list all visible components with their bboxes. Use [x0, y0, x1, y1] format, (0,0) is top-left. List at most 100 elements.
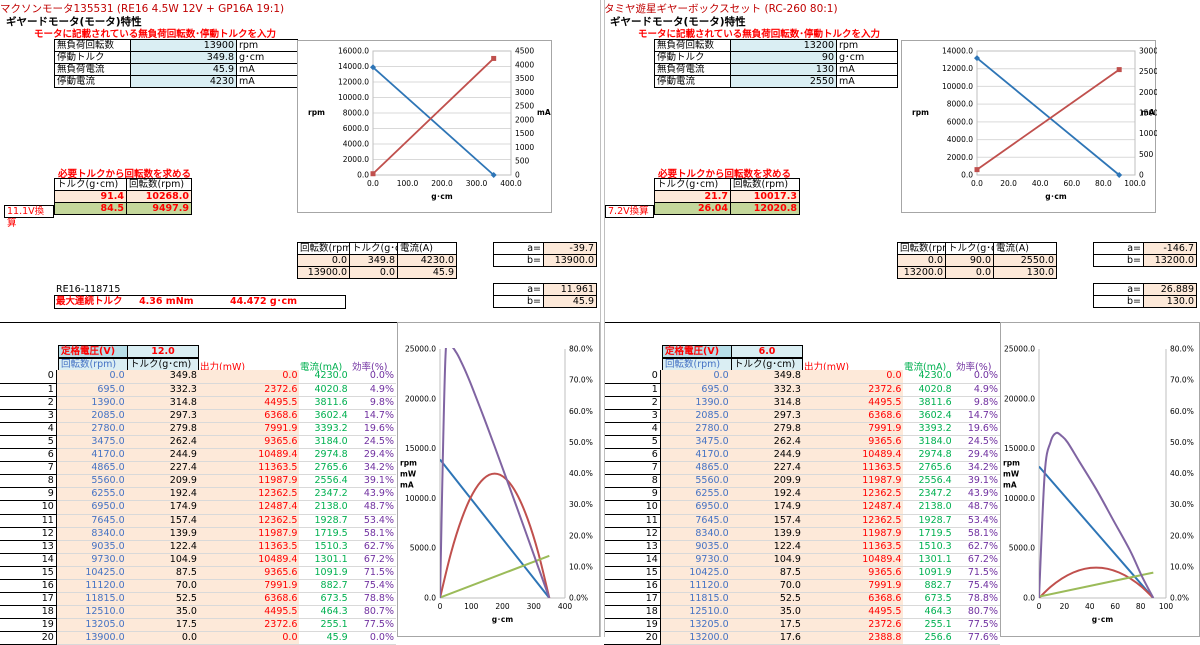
req-torque-cell-2[interactable]: 84.5 [54, 202, 127, 215]
output-cell: 10489.4 [198, 553, 300, 567]
table-row: 10 6950.0 174.9 12487.4 2138.0 48.7% [0, 500, 396, 515]
torque-cell: 279.8 [126, 422, 199, 436]
voltage-conversion-label: 7.2V換算 [605, 205, 654, 218]
coef-value: 13900.0 [543, 254, 597, 267]
req-header-rpm: 回転数(rpm) [730, 178, 800, 191]
row-index: 1 [604, 383, 661, 397]
output-cell: 0.0 [198, 631, 300, 645]
divider [0, 322, 600, 323]
efficiency-cell: 71.5% [953, 566, 1000, 581]
table-row: 7 4865.0 227.4 11363.5 2765.6 34.2% [604, 461, 1000, 476]
req-torque-cell[interactable]: 21.7 [654, 190, 731, 203]
rpm-cell: 13205.0 [56, 618, 127, 633]
calc-cell: 130.0 [993, 266, 1057, 279]
row-index: 3 [0, 409, 57, 423]
y2-tick-label: 30.0% [1170, 500, 1194, 509]
y2-tick-label: 60.0% [569, 407, 593, 416]
rpm-cell: 0.0 [56, 370, 127, 384]
rated-voltage-value[interactable]: 12.0 [127, 345, 199, 358]
torque-cell: 227.4 [126, 461, 199, 476]
x-tick-label: 80 [1136, 602, 1146, 611]
current-cell: 255.1 [299, 618, 350, 633]
row-index: 15 [604, 566, 661, 581]
req-torque-cell-2[interactable]: 26.04 [654, 202, 731, 215]
col-header-output: 出力(mW) [804, 362, 850, 373]
row-index: 16 [0, 579, 57, 594]
output-cell: 2372.6 [802, 618, 904, 633]
efficiency-cell: 24.5% [953, 435, 1000, 450]
coef-table-1: a= -39.7 b= 13900.0 [493, 242, 597, 267]
row-index: 17 [604, 592, 661, 607]
table-row: 2 1390.0 314.8 4495.5 3811.6 9.8% [0, 396, 396, 410]
current-cell: 882.7 [903, 579, 954, 594]
coef-label: a= [1093, 242, 1144, 255]
row-index: 9 [0, 487, 57, 502]
rated-voltage-value[interactable]: 6.0 [731, 345, 803, 358]
x-tick-label: 300 [527, 602, 542, 611]
req-torque-cell[interactable]: 91.4 [54, 190, 127, 203]
row-index: 14 [604, 553, 661, 567]
calc-cell: 0.0 [945, 266, 994, 279]
y-tick-label: 10000.0 [405, 494, 436, 503]
output-cell: 12362.5 [198, 487, 300, 502]
spec-value-cell[interactable]: 2550 [730, 75, 837, 88]
spec-value-cell[interactable]: 13900 [130, 39, 237, 52]
rpm-cell: 0.0 [660, 370, 731, 384]
y-axis-label-ma: mA [1003, 481, 1017, 490]
torque-cell: 244.9 [730, 448, 803, 463]
spec-value-cell[interactable]: 90 [730, 51, 837, 64]
calc-cell: 0.0 [897, 254, 946, 267]
current-cell: 4020.8 [299, 383, 350, 397]
y2-tick-label: 4500 [515, 47, 534, 56]
efficiency-cell: 75.4% [953, 579, 1000, 594]
efficiency-cell: 78.8% [953, 592, 1000, 607]
series-point [490, 172, 497, 178]
torque-cell: 35.0 [730, 605, 803, 620]
y-axis-label-mw: mW [400, 470, 417, 479]
row-index: 14 [0, 553, 57, 567]
spec-value-cell[interactable]: 349.8 [130, 51, 237, 64]
x-tick-label: 100 [464, 602, 479, 611]
table-row: 4 2780.0 279.8 7991.9 3393.2 19.6% [0, 422, 396, 436]
spec-value-cell[interactable]: 130 [730, 63, 837, 76]
torque-cell: 104.9 [126, 553, 199, 567]
torque-cell: 87.5 [126, 566, 199, 581]
y-tick-label: 2000.0 [947, 153, 973, 162]
rpm-cell: 10425.0 [660, 566, 731, 581]
spec-value-cell[interactable]: 13200 [730, 39, 837, 52]
spec-value-cell[interactable]: 4230 [130, 75, 237, 88]
output-cell: 12362.5 [198, 514, 300, 528]
rpm-cell: 9035.0 [56, 540, 127, 554]
table-row: 4 2780.0 279.8 7991.9 3393.2 19.6% [604, 422, 1000, 436]
row-index: 6 [0, 448, 57, 463]
x-tick-label: 40.0 [1032, 179, 1049, 188]
row-index: 11 [0, 514, 57, 528]
output-cell: 2388.8 [802, 631, 904, 645]
spec-value-cell[interactable]: 45.9 [130, 63, 237, 76]
y2-tick-label: 2000 [1139, 88, 1157, 97]
output-cell: 7991.9 [198, 422, 300, 436]
table-row: 14 9730.0 104.9 10489.4 1301.1 67.2% [0, 553, 396, 567]
rpm-cell: 6255.0 [660, 487, 731, 502]
efficiency-cell: 80.7% [953, 605, 1000, 620]
rpm-cell: 7645.0 [56, 514, 127, 528]
efficiency-cell: 29.4% [953, 448, 1000, 463]
table-row: 17 11815.0 52.5 6368.6 673.5 78.8% [0, 592, 396, 607]
rpm-cell: 695.0 [660, 383, 731, 397]
series-point [1116, 67, 1122, 73]
spec-unit: mA [236, 75, 298, 88]
y2-tick-label: 0.0% [1170, 594, 1189, 603]
current-cell: 1091.9 [903, 566, 954, 581]
current-cell: 1301.1 [903, 553, 954, 567]
torque-cell: 0.0 [126, 631, 199, 645]
row-index: 5 [0, 435, 57, 450]
row-index: 18 [604, 605, 661, 620]
output-cell: 12487.4 [802, 500, 904, 515]
y-tick-label: 20000.0 [1004, 394, 1035, 403]
current-cell: 3393.2 [299, 422, 350, 436]
current-cell: 4230.0 [903, 370, 954, 384]
current-cell: 2138.0 [903, 500, 954, 515]
torque-cell: 52.5 [126, 592, 199, 607]
row-index: 17 [0, 592, 57, 607]
torque-cell: 209.9 [730, 474, 803, 489]
